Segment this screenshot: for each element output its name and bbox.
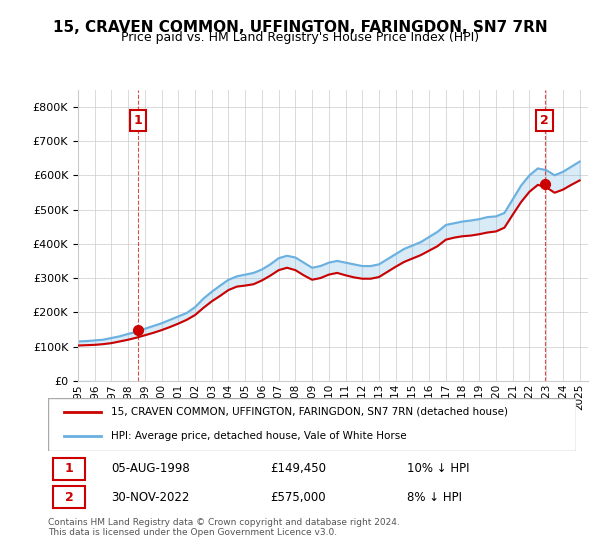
Text: 2: 2 — [540, 114, 549, 127]
Text: 30-NOV-2022: 30-NOV-2022 — [112, 491, 190, 503]
Text: HPI: Average price, detached house, Vale of White Horse: HPI: Average price, detached house, Vale… — [112, 431, 407, 441]
Text: £575,000: £575,000 — [270, 491, 325, 503]
Text: 1: 1 — [65, 463, 73, 475]
Text: 2: 2 — [65, 491, 73, 503]
Text: 8% ↓ HPI: 8% ↓ HPI — [407, 491, 462, 503]
FancyBboxPatch shape — [48, 398, 576, 451]
Text: 15, CRAVEN COMMON, UFFINGTON, FARINGDON, SN7 7RN: 15, CRAVEN COMMON, UFFINGTON, FARINGDON,… — [53, 20, 547, 35]
Text: 05-AUG-1998: 05-AUG-1998 — [112, 463, 190, 475]
Text: 10% ↓ HPI: 10% ↓ HPI — [407, 463, 470, 475]
FancyBboxPatch shape — [53, 458, 85, 480]
Text: Contains HM Land Registry data © Crown copyright and database right 2024.
This d: Contains HM Land Registry data © Crown c… — [48, 518, 400, 538]
Text: Price paid vs. HM Land Registry's House Price Index (HPI): Price paid vs. HM Land Registry's House … — [121, 31, 479, 44]
FancyBboxPatch shape — [53, 486, 85, 508]
Text: £149,450: £149,450 — [270, 463, 326, 475]
Text: 1: 1 — [134, 114, 143, 127]
Text: 15, CRAVEN COMMON, UFFINGTON, FARINGDON, SN7 7RN (detached house): 15, CRAVEN COMMON, UFFINGTON, FARINGDON,… — [112, 407, 508, 417]
